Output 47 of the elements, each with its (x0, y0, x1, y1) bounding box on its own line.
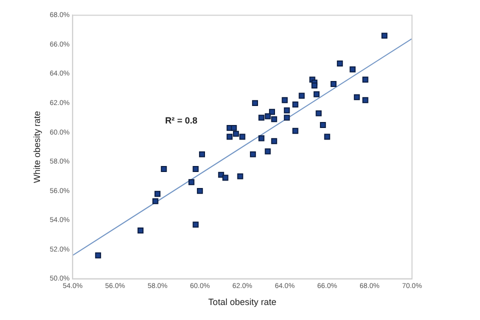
point (258, 114, 264, 121)
point (284, 114, 290, 121)
point (292, 128, 298, 134)
point (196, 188, 203, 194)
point (230, 124, 237, 131)
point (330, 81, 336, 88)
point (188, 179, 194, 186)
point (192, 166, 199, 172)
point (264, 148, 271, 154)
point (381, 32, 388, 39)
point (311, 82, 318, 88)
point (298, 92, 305, 99)
point (95, 252, 102, 258)
point (232, 130, 239, 137)
point (269, 108, 275, 115)
point (316, 110, 322, 116)
point (271, 138, 278, 144)
point (354, 94, 360, 100)
point (350, 66, 356, 72)
point (152, 198, 158, 204)
point (314, 91, 320, 98)
point (282, 97, 288, 104)
point (138, 228, 144, 234)
point (271, 116, 278, 122)
point (218, 172, 224, 178)
point (250, 151, 256, 158)
point (154, 190, 160, 197)
point (324, 134, 330, 140)
point (284, 107, 290, 114)
x-axis-title: Total obesity rate (208, 297, 276, 308)
point (362, 97, 368, 104)
point (160, 166, 167, 172)
point (199, 151, 205, 158)
annotation: R² = 0.8 (165, 115, 198, 126)
point (264, 113, 271, 120)
point (226, 134, 233, 140)
point (239, 134, 246, 140)
y-axis-title: White obesity rate (32, 110, 42, 184)
point (222, 174, 228, 181)
point (362, 76, 368, 83)
point (336, 60, 343, 66)
point (258, 135, 264, 142)
point (192, 222, 199, 228)
point (252, 100, 258, 106)
point (292, 102, 298, 108)
point (320, 122, 326, 128)
point (237, 173, 244, 180)
